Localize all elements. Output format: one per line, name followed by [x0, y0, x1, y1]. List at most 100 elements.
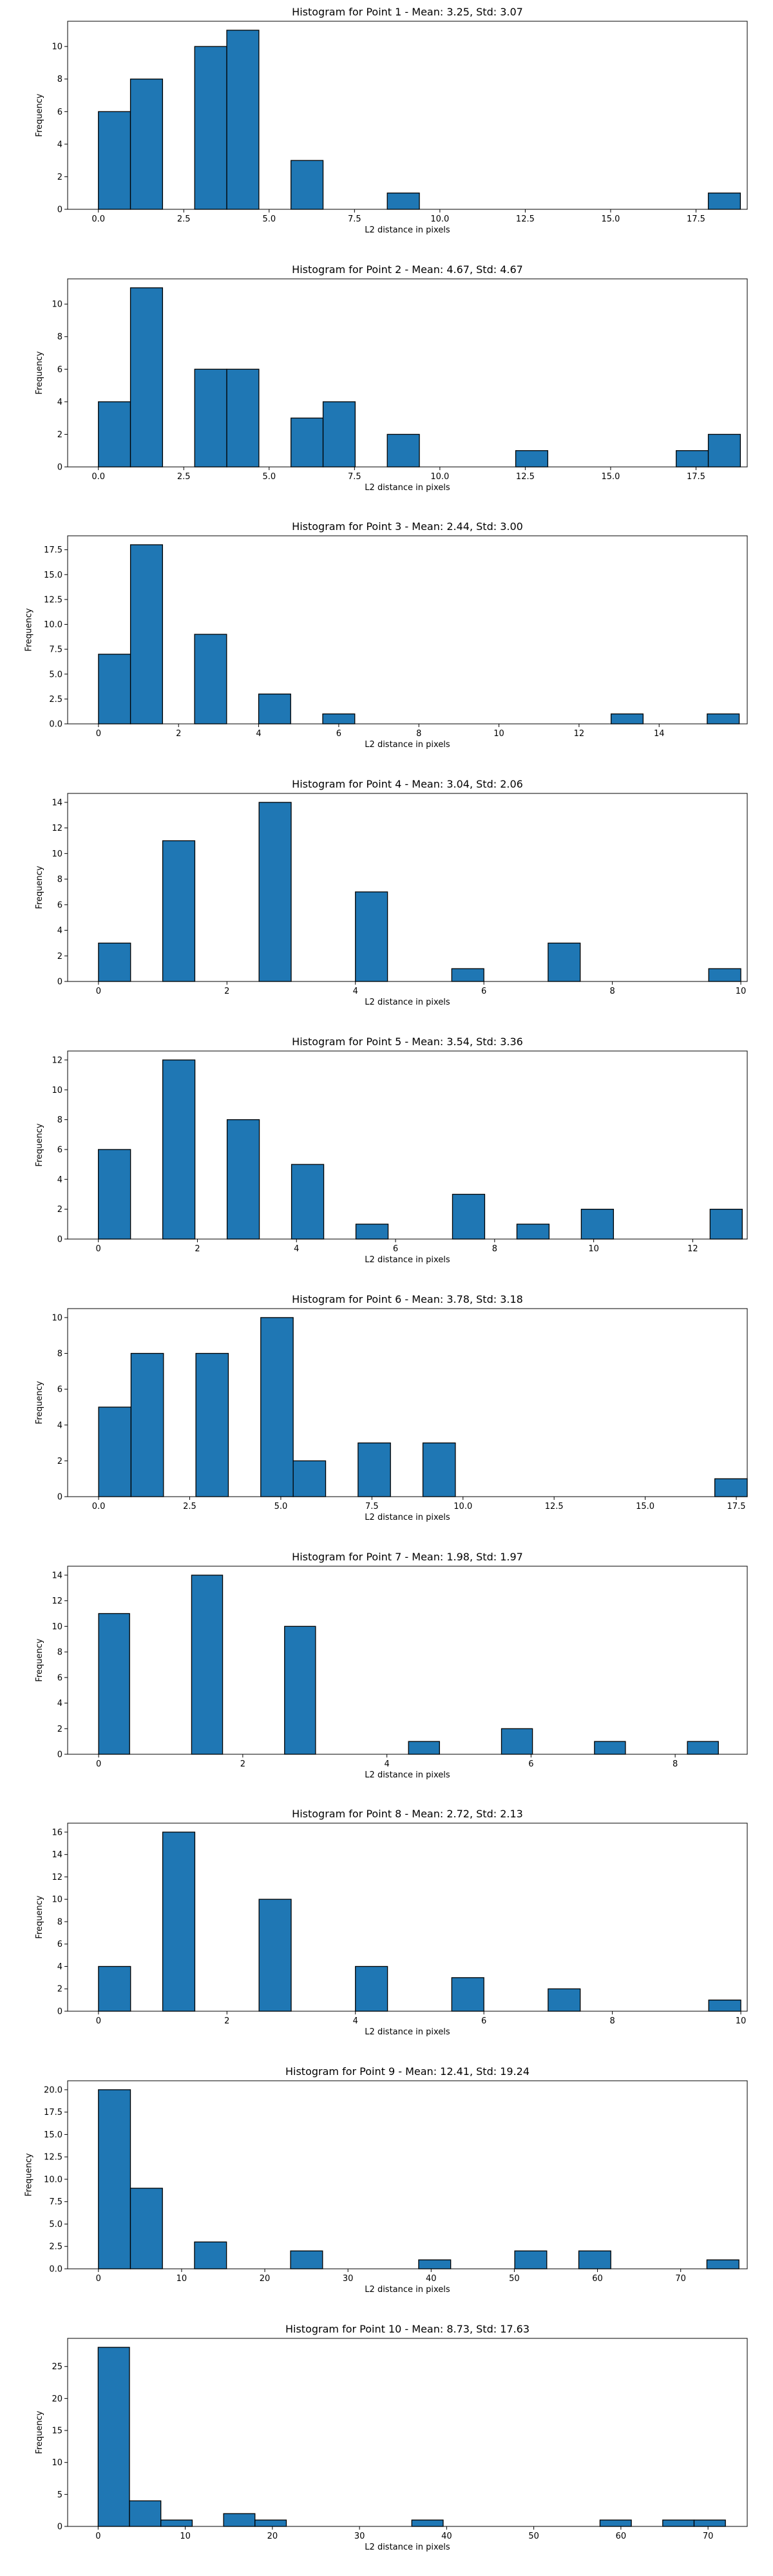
histogram-bar — [97, 2347, 130, 2527]
x-tick-label: 15.0 — [601, 472, 620, 482]
y-tick-label: 2 — [57, 1725, 62, 1734]
x-tick-label: 10 — [180, 2532, 191, 2541]
histogram-bar — [194, 368, 227, 468]
histogram-panel-9: 0 10 20 30 40 50 60 70 0.0 2.5 5.0 7.5 10.0 12.5 15.0 1… — [24, 2065, 748, 2295]
y-tick-label: 12 — [52, 824, 62, 833]
x-axis-label: L2 distance in pixels — [365, 740, 450, 750]
y-tick-label: 0 — [57, 2007, 62, 2017]
y-tick-label: 2 — [57, 952, 62, 961]
histogram-bar — [291, 417, 324, 468]
y-axis-label: Frequency — [24, 608, 33, 651]
y-tick-label: 6 — [57, 900, 62, 910]
histogram-bar — [284, 1625, 316, 1755]
y-tick-label: 4 — [57, 1699, 62, 1709]
x-tick-label: 0 — [96, 1759, 101, 1769]
y-tick-label: 7.5 — [49, 645, 62, 655]
x-tick-label: 10 — [493, 729, 504, 739]
histogram-bar — [129, 2500, 162, 2527]
histogram-panel-5: 0 2 4 6 8 10 12 0 2 4 6 8 10 12 Histogram for Point 5 … — [35, 1036, 748, 1265]
x-tick-label: 6 — [336, 729, 341, 739]
x-tick-label: 7.5 — [348, 472, 361, 482]
x-tick-label: 14 — [654, 729, 665, 739]
y-tick-label: 8 — [57, 332, 62, 342]
y-tick-label: 12.5 — [44, 2153, 62, 2163]
x-tick-label: 4 — [353, 987, 358, 996]
histogram-bar — [355, 891, 388, 982]
x-axis-label: L2 distance in pixels — [365, 2285, 450, 2295]
histogram-bar — [98, 401, 131, 468]
histogram-bar — [162, 1059, 196, 1240]
x-tick-label: 6 — [393, 1244, 398, 1254]
x-tick-label: 20 — [260, 2274, 271, 2284]
histogram-bar — [709, 1209, 743, 1240]
x-tick-label: 10.0 — [430, 472, 449, 482]
histogram-bar — [707, 433, 741, 468]
y-tick-label: 8 — [57, 75, 62, 84]
histogram-bar — [548, 1988, 581, 2012]
histogram-bar — [98, 654, 131, 724]
y-tick-label: 10 — [52, 300, 62, 310]
x-tick-label: 5.0 — [274, 1502, 288, 1511]
histogram-bar — [676, 450, 709, 468]
x-tick-label: 2.5 — [177, 214, 191, 224]
x-tick-label: 30 — [354, 2532, 365, 2541]
y-tick-label: 8 — [57, 875, 62, 885]
y-tick-label: 14 — [52, 798, 62, 808]
y-tick-label: 6 — [57, 1385, 62, 1395]
histogram-bar — [258, 694, 291, 724]
histogram-bar — [708, 1999, 741, 2012]
y-axis-label: Frequency — [35, 1123, 44, 1166]
histogram-bar — [662, 2519, 695, 2527]
histogram-bar — [707, 713, 740, 724]
y-tick-label: 10 — [52, 43, 62, 52]
plot-frame — [67, 1823, 748, 2012]
histogram-bar — [599, 2519, 632, 2527]
y-axis-label: Frequency — [35, 351, 44, 394]
plot-frame — [67, 793, 748, 982]
y-tick-label: 16 — [52, 1828, 62, 1837]
y-tick-label: 12 — [52, 1596, 62, 1606]
histogram-bar — [355, 1965, 388, 2012]
x-tick-label: 2 — [176, 729, 181, 739]
x-tick-label: 12.5 — [545, 1502, 564, 1511]
y-axis-label: Frequency — [35, 866, 44, 909]
histogram-bar — [411, 2519, 444, 2527]
x-tick-label: 10 — [736, 2016, 747, 2026]
y-tick-label: 10 — [52, 1895, 62, 1905]
histogram-panel-1: 0.0 2.5 5.0 7.5 10.0 12.5 15.0 17.5 0 2 4 6 8 10 Histo… — [35, 6, 748, 235]
y-tick-label: 12 — [52, 1056, 62, 1065]
x-tick-label: 8 — [609, 2016, 615, 2026]
x-tick-label: 0 — [96, 729, 101, 739]
chart-title: Histogram for Point 4 - Mean: 3.04, Std:… — [292, 778, 523, 790]
y-tick-label: 4 — [57, 397, 62, 407]
histogram-bar — [226, 368, 260, 468]
histogram-bar — [707, 193, 741, 210]
histogram-bar — [515, 450, 549, 468]
y-tick-label: 4 — [57, 140, 62, 149]
plot-frame — [67, 21, 748, 210]
histogram-bar — [98, 1149, 131, 1240]
histogram-bar — [98, 1613, 130, 1755]
y-tick-label: 10 — [52, 849, 62, 859]
x-tick-label: 0.0 — [91, 214, 105, 224]
x-tick-label: 0 — [95, 2532, 100, 2541]
histogram-bar — [129, 79, 164, 210]
histogram-bar — [452, 1193, 486, 1240]
histogram-bar — [162, 1832, 196, 2012]
x-tick-label: 17.5 — [687, 214, 705, 224]
x-axis-label: L2 distance in pixels — [365, 483, 450, 493]
y-tick-label: 0 — [57, 205, 62, 215]
y-tick-label: 10 — [52, 1622, 62, 1632]
x-tick-label: 10 — [177, 2274, 187, 2284]
x-tick-label: 4 — [384, 1759, 389, 1769]
y-tick-label: 10 — [52, 1313, 62, 1323]
histogram-bar — [258, 1899, 292, 2012]
histogram-bar — [451, 968, 484, 982]
histogram-bar — [98, 111, 131, 210]
histogram-bar — [194, 634, 227, 724]
x-tick-label: 2 — [195, 1244, 200, 1254]
histogram-bar — [408, 1741, 440, 1755]
y-tick-label: 0 — [57, 1750, 62, 1760]
x-tick-label: 20 — [267, 2532, 278, 2541]
x-tick-label: 0 — [96, 987, 101, 996]
